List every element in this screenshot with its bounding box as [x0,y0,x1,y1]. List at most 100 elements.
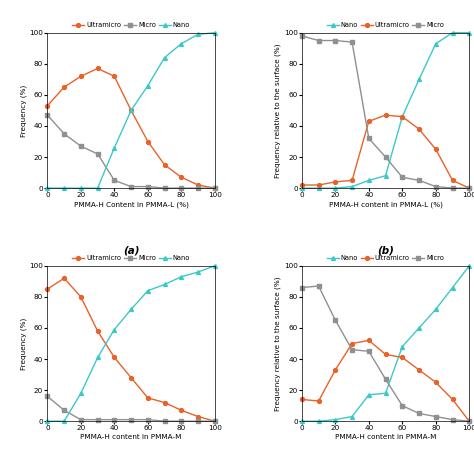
Nano [349,184,355,190]
X-axis label: PMMA-H content in PMMA-M: PMMA-H content in PMMA-M [335,434,436,440]
Ultramicro [45,103,50,109]
Ultramicro [450,397,456,402]
Nano [433,307,438,312]
Micro [450,185,456,191]
Nano [78,185,84,191]
Ultramicro [195,414,201,419]
Line: Micro: Micro [46,395,217,423]
Nano [128,307,134,312]
Ultramicro [299,182,305,188]
Line: Ultramicro: Ultramicro [300,113,471,190]
Micro [145,417,151,423]
Micro [299,285,305,290]
Micro [316,38,321,44]
Nano [78,390,84,396]
Micro [162,418,167,424]
Micro [45,112,50,118]
Ultramicro [95,328,100,334]
Line: Nano: Nano [46,31,217,190]
Ultramicro [145,395,151,401]
Nano [450,285,456,290]
Micro [95,151,100,157]
Micro [128,184,134,190]
Nano [111,145,117,151]
Line: Ultramicro: Ultramicro [46,276,217,423]
Nano [145,288,151,293]
Y-axis label: Frequency (%): Frequency (%) [20,84,27,137]
Nano [212,263,218,269]
Ultramicro [366,337,372,343]
Micro [450,417,456,423]
Text: (a): (a) [123,245,139,256]
Ultramicro [128,375,134,380]
Line: Micro: Micro [300,34,471,190]
Micro [145,184,151,190]
Micro [383,154,388,160]
Nano [349,414,355,419]
Line: Nano: Nano [300,31,471,190]
Micro [195,418,201,424]
Nano [466,30,472,36]
Micro [316,283,321,289]
Ultramicro [162,400,167,405]
Ultramicro [416,126,422,132]
Nano [212,30,218,36]
Ultramicro [400,114,405,119]
Y-axis label: Frequency relative to the surface (%): Frequency relative to the surface (%) [274,276,281,411]
Micro [45,394,50,399]
Ultramicro [145,139,151,144]
Ultramicro [78,73,84,79]
Nano [95,355,100,360]
Nano [61,185,67,191]
Ultramicro [45,286,50,292]
Micro [416,177,422,183]
Line: Nano: Nano [300,264,471,423]
Ultramicro [450,177,456,183]
Micro [433,184,438,190]
Nano [45,185,50,191]
Nano [433,41,438,46]
Ultramicro [195,182,201,188]
Nano [332,417,338,423]
Ultramicro [349,341,355,346]
Micro [111,177,117,183]
Ultramicro [179,175,184,180]
Ultramicro [433,146,438,152]
Nano [179,41,184,46]
X-axis label: PMMA-H content in PMMA-L (%): PMMA-H content in PMMA-L (%) [328,201,443,208]
Ultramicro [212,185,218,191]
Ultramicro [111,355,117,360]
Nano [400,344,405,350]
Nano [195,269,201,275]
Line: Nano: Nano [46,264,217,423]
Micro [383,376,388,382]
Ultramicro [95,66,100,71]
Nano [299,185,305,191]
Ultramicro [332,179,338,185]
Ultramicro [162,162,167,168]
Micro [349,347,355,352]
Nano [111,327,117,332]
Line: Ultramicro: Ultramicro [300,338,471,423]
Ultramicro [416,367,422,373]
Micro [179,185,184,191]
Line: Micro: Micro [46,113,217,190]
Micro [212,185,218,191]
Micro [111,417,117,423]
Ultramicro [466,185,472,191]
Nano [195,31,201,37]
Nano [316,185,321,191]
Nano [61,418,67,424]
Micro [433,414,438,419]
Ultramicro [349,177,355,183]
Micro [400,175,405,180]
Legend: Nano, Ultramicro, Micro: Nano, Ultramicro, Micro [327,255,444,261]
Nano [383,390,388,396]
Micro [416,410,422,416]
Text: (b): (b) [377,245,394,256]
Micro [61,408,67,413]
Nano [316,418,321,424]
Line: Ultramicro: Ultramicro [46,66,217,190]
Micro [162,185,167,191]
Micro [366,349,372,354]
